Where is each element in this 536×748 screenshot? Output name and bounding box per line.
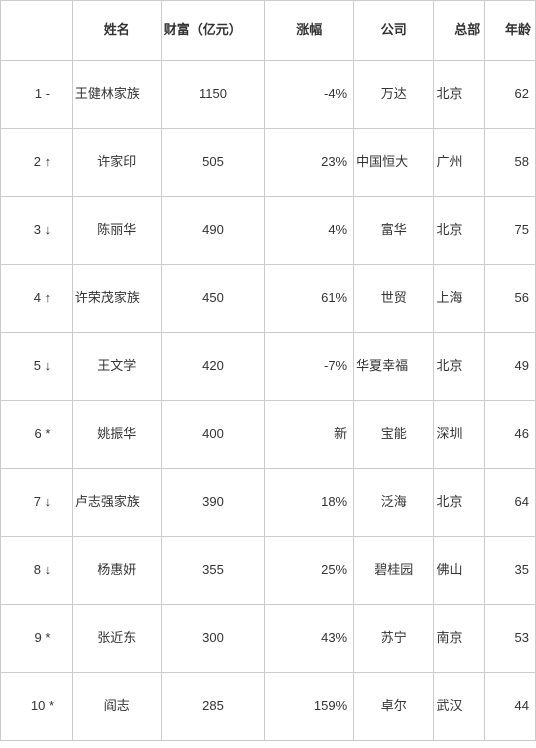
cell-wealth: 285 bbox=[161, 673, 265, 741]
cell-rank: 5 ↓ bbox=[1, 333, 73, 401]
cell-wealth: 450 bbox=[161, 265, 265, 333]
cell-company: 万达 bbox=[354, 61, 434, 129]
header-age: 年龄 bbox=[485, 1, 536, 61]
cell-name: 许家印 bbox=[72, 129, 161, 197]
cell-hq: 南京 bbox=[434, 605, 485, 673]
cell-company: 泛海 bbox=[354, 469, 434, 537]
cell-wealth: 400 bbox=[161, 401, 265, 469]
wealth-ranking-table: 姓名 财富（亿元） 涨幅 公司 总部 年龄 1 -王健林家族1150-4%万达北… bbox=[0, 0, 536, 741]
cell-name: 王文学 bbox=[72, 333, 161, 401]
cell-age: 46 bbox=[485, 401, 536, 469]
cell-change: 新 bbox=[265, 401, 354, 469]
cell-company: 苏宁 bbox=[354, 605, 434, 673]
table-row: 10 *阎志285159%卓尔武汉44 bbox=[1, 673, 536, 741]
cell-age: 62 bbox=[485, 61, 536, 129]
cell-wealth: 505 bbox=[161, 129, 265, 197]
cell-age: 56 bbox=[485, 265, 536, 333]
cell-age: 53 bbox=[485, 605, 536, 673]
cell-rank: 1 - bbox=[1, 61, 73, 129]
table-row: 4 ↑许荣茂家族45061%世贸上海56 bbox=[1, 265, 536, 333]
cell-rank: 6 * bbox=[1, 401, 73, 469]
cell-change: 4% bbox=[265, 197, 354, 265]
table-row: 8 ↓杨惠妍35525%碧桂园佛山35 bbox=[1, 537, 536, 605]
cell-company: 中国恒大 bbox=[354, 129, 434, 197]
cell-age: 58 bbox=[485, 129, 536, 197]
cell-change: -7% bbox=[265, 333, 354, 401]
table-row: 7 ↓卢志强家族39018%泛海北京64 bbox=[1, 469, 536, 537]
header-change: 涨幅 bbox=[265, 1, 354, 61]
table-header-row: 姓名 财富（亿元） 涨幅 公司 总部 年龄 bbox=[1, 1, 536, 61]
cell-company: 华夏幸福 bbox=[354, 333, 434, 401]
cell-wealth: 355 bbox=[161, 537, 265, 605]
cell-company: 卓尔 bbox=[354, 673, 434, 741]
cell-change: 43% bbox=[265, 605, 354, 673]
cell-change: 159% bbox=[265, 673, 354, 741]
table-row: 6 *姚振华400新宝能深圳46 bbox=[1, 401, 536, 469]
cell-change: -4% bbox=[265, 61, 354, 129]
cell-name: 陈丽华 bbox=[72, 197, 161, 265]
cell-company: 碧桂园 bbox=[354, 537, 434, 605]
cell-age: 75 bbox=[485, 197, 536, 265]
cell-name: 卢志强家族 bbox=[72, 469, 161, 537]
cell-hq: 北京 bbox=[434, 469, 485, 537]
cell-wealth: 420 bbox=[161, 333, 265, 401]
cell-hq: 北京 bbox=[434, 333, 485, 401]
cell-name: 杨惠妍 bbox=[72, 537, 161, 605]
cell-hq: 上海 bbox=[434, 265, 485, 333]
cell-age: 64 bbox=[485, 469, 536, 537]
cell-rank: 7 ↓ bbox=[1, 469, 73, 537]
table-row: 3 ↓陈丽华4904%富华北京75 bbox=[1, 197, 536, 265]
cell-change: 23% bbox=[265, 129, 354, 197]
cell-rank: 3 ↓ bbox=[1, 197, 73, 265]
cell-name: 张近东 bbox=[72, 605, 161, 673]
cell-hq: 佛山 bbox=[434, 537, 485, 605]
cell-wealth: 1150 bbox=[161, 61, 265, 129]
cell-wealth: 300 bbox=[161, 605, 265, 673]
cell-name: 许荣茂家族 bbox=[72, 265, 161, 333]
cell-rank: 8 ↓ bbox=[1, 537, 73, 605]
header-name: 姓名 bbox=[72, 1, 161, 61]
cell-rank: 2 ↑ bbox=[1, 129, 73, 197]
header-hq: 总部 bbox=[434, 1, 485, 61]
cell-name: 姚振华 bbox=[72, 401, 161, 469]
cell-rank: 9 * bbox=[1, 605, 73, 673]
cell-age: 35 bbox=[485, 537, 536, 605]
table-row: 2 ↑许家印50523%中国恒大广州58 bbox=[1, 129, 536, 197]
cell-name: 王健林家族 bbox=[72, 61, 161, 129]
table-row: 5 ↓王文学420-7%华夏幸福北京49 bbox=[1, 333, 536, 401]
cell-hq: 武汉 bbox=[434, 673, 485, 741]
cell-name: 阎志 bbox=[72, 673, 161, 741]
cell-company: 富华 bbox=[354, 197, 434, 265]
cell-change: 25% bbox=[265, 537, 354, 605]
cell-hq: 广州 bbox=[434, 129, 485, 197]
cell-wealth: 390 bbox=[161, 469, 265, 537]
header-wealth: 财富（亿元） bbox=[161, 1, 265, 61]
cell-rank: 4 ↑ bbox=[1, 265, 73, 333]
table-row: 9 *张近东30043%苏宁南京53 bbox=[1, 605, 536, 673]
cell-company: 世贸 bbox=[354, 265, 434, 333]
cell-hq: 北京 bbox=[434, 197, 485, 265]
cell-change: 61% bbox=[265, 265, 354, 333]
cell-company: 宝能 bbox=[354, 401, 434, 469]
cell-hq: 北京 bbox=[434, 61, 485, 129]
cell-change: 18% bbox=[265, 469, 354, 537]
cell-hq: 深圳 bbox=[434, 401, 485, 469]
header-company: 公司 bbox=[354, 1, 434, 61]
cell-rank: 10 * bbox=[1, 673, 73, 741]
table-row: 1 -王健林家族1150-4%万达北京62 bbox=[1, 61, 536, 129]
cell-wealth: 490 bbox=[161, 197, 265, 265]
cell-age: 44 bbox=[485, 673, 536, 741]
cell-age: 49 bbox=[485, 333, 536, 401]
header-rank bbox=[1, 1, 73, 61]
